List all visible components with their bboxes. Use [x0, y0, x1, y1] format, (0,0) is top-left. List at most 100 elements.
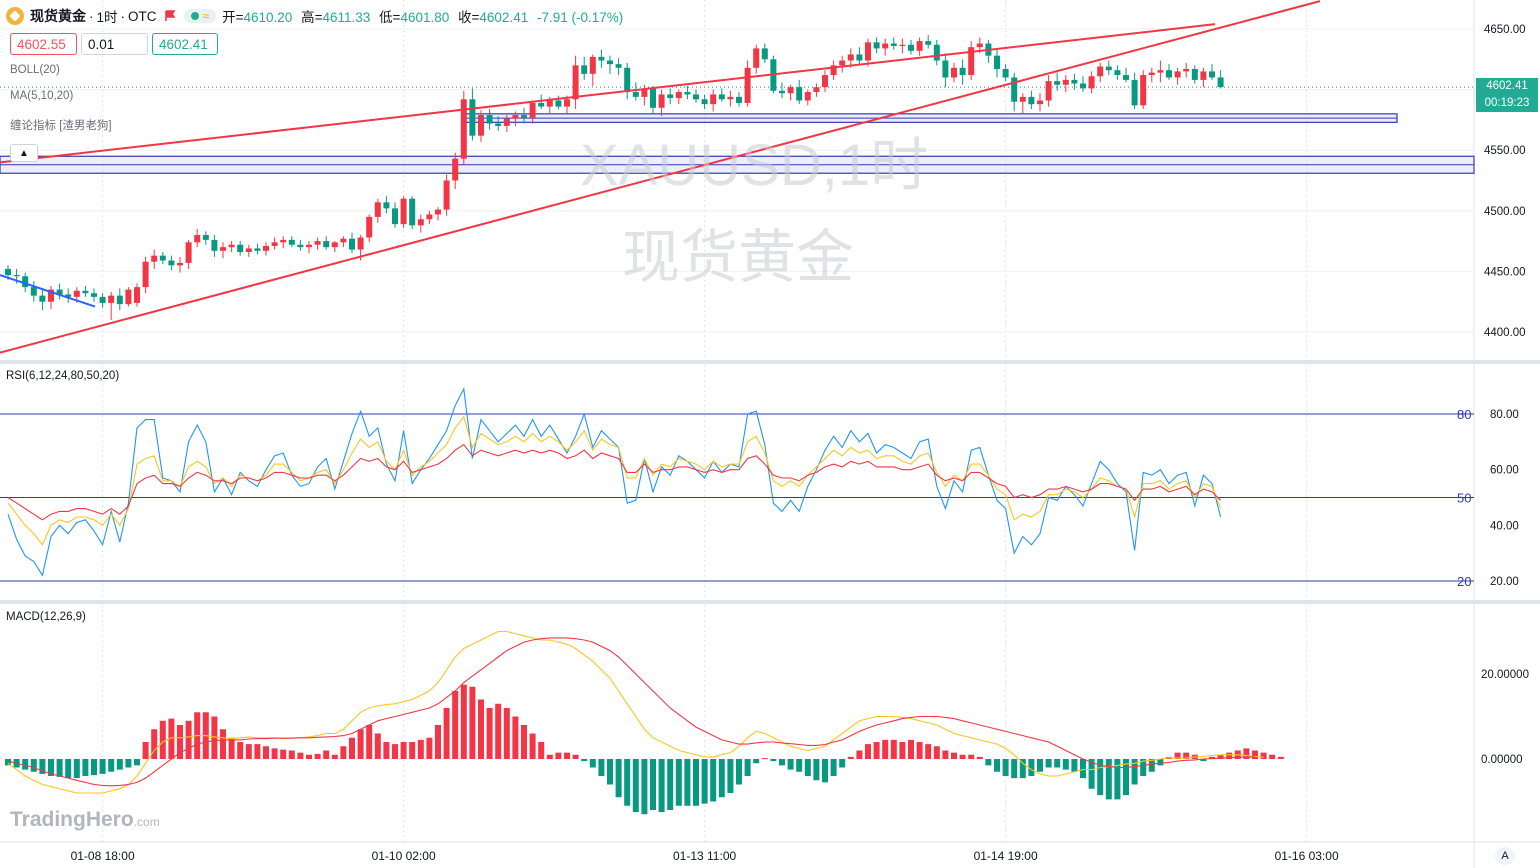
macd-histogram-bar [1088, 759, 1095, 789]
stroke-segment[interactable] [0, 274, 96, 308]
macd-histogram-bar [753, 759, 760, 764]
trend-line[interactable] [0, 0, 1321, 354]
auto-scale-button[interactable]: A [1495, 847, 1515, 865]
macd-histogram-bar [968, 754, 975, 759]
watermark-symbol: XAUUSD,1时 [580, 133, 929, 198]
open-value: 4610.20 [243, 10, 293, 25]
macd-histogram-bar [383, 742, 390, 759]
candle-body [452, 158, 459, 181]
market-status-pill[interactable]: ≈ [183, 9, 217, 23]
candle-body [890, 43, 897, 46]
macd-histogram-bar [650, 759, 656, 810]
macd-histogram-bar [710, 759, 717, 802]
rsi-level-label: 80 [1457, 407, 1471, 422]
candle-body [142, 261, 149, 288]
macd-histogram-bar [796, 759, 803, 772]
candle-body [1088, 76, 1095, 89]
candle-body [357, 237, 364, 250]
candle-body [796, 87, 803, 101]
price-tick-label: 4450.00 [1484, 266, 1526, 278]
chanlun-indicator-label[interactable]: 缠论指标 [渣男老狗] [10, 120, 112, 132]
macd-histogram-bar [598, 759, 605, 776]
macd-histogram-bar [1260, 752, 1267, 759]
macd-histogram-bar [211, 716, 218, 759]
candle-body [512, 115, 519, 119]
candle-body [417, 219, 424, 226]
candle-body [839, 60, 846, 66]
candle-body [91, 293, 97, 297]
macd-histogram-bar [925, 744, 932, 759]
macd-histogram-bar [994, 759, 1000, 772]
candle-body [779, 90, 785, 94]
wave-icon: ≈ [202, 9, 210, 23]
candle-body [1157, 70, 1164, 73]
macd-histogram-bar [159, 720, 166, 759]
candle-body [228, 244, 235, 248]
candle-body [495, 123, 502, 126]
candle-body [1209, 71, 1215, 78]
candle-body [22, 276, 29, 288]
candle-body [615, 64, 622, 68]
macd-line-dif [7, 630, 1264, 794]
symbol-title[interactable]: 现货黄金 [30, 8, 86, 24]
candle-body [134, 287, 140, 303]
candle-body [632, 92, 639, 97]
boll-indicator-label[interactable]: BOLL(20) [10, 64, 60, 76]
macd-indicator-label[interactable]: MACD(12,26,9) [6, 611, 86, 623]
macd-histogram-bar [48, 759, 54, 776]
pane-separator[interactable] [0, 600, 1540, 604]
candle-body [263, 245, 269, 251]
candle-body [194, 235, 201, 243]
macd-histogram-bar [1062, 759, 1069, 770]
flag-icon[interactable] [164, 10, 176, 22]
macd-histogram-bar [116, 759, 123, 770]
candle-body [5, 268, 11, 276]
candle-body [572, 65, 579, 100]
candle-body [383, 202, 390, 209]
candle-body [701, 99, 708, 105]
collapse-legend-button[interactable]: ▲ [10, 144, 38, 162]
macd-histogram-bar [331, 754, 338, 759]
buy-button[interactable]: 4602.41 [152, 33, 218, 55]
macd-histogram-bar [1114, 759, 1121, 800]
macd-histogram-bar [933, 746, 940, 759]
candle-body [994, 55, 1000, 69]
macd-histogram-bar [985, 759, 992, 766]
macd-histogram-bar [1037, 759, 1043, 772]
quantity-input[interactable]: 0.01 [81, 33, 148, 55]
macd-histogram-bar [521, 725, 527, 759]
rsi-indicator-label[interactable]: RSI(6,12,24,80,50,20) [6, 370, 120, 382]
trend-line[interactable] [0, 23, 1216, 164]
macd-histogram-bar [512, 716, 519, 759]
candle-body [1131, 79, 1138, 106]
macd-histogram-bar [658, 759, 665, 813]
macd-histogram-bar [39, 759, 46, 774]
candle-body [366, 216, 373, 238]
macd-histogram-bar [813, 759, 820, 781]
interval-label[interactable]: 1时 [96, 10, 118, 25]
macd-histogram-bar [529, 733, 536, 759]
macd-histogram-bar [263, 746, 269, 759]
candle-body [546, 100, 553, 107]
macd-histogram-bar [736, 759, 742, 785]
macd-histogram-bar [572, 754, 579, 759]
sell-button[interactable]: 4602.55 [10, 33, 77, 55]
ma-indicator-label[interactable]: MA(5,10,20) [10, 90, 74, 102]
candle-body [744, 67, 751, 103]
rsi-tick-label: 80.00 [1490, 409, 1519, 421]
macd-histogram-bar [280, 749, 287, 759]
macd-histogram-bar [744, 759, 751, 776]
candle-body [1037, 100, 1043, 105]
macd-histogram-bar [125, 759, 132, 768]
trend-lines[interactable] [0, 0, 1321, 354]
bar-countdown: 00:19:23 [1476, 95, 1538, 112]
macd-histogram-bar [452, 691, 459, 759]
macd-histogram-bar [615, 759, 622, 798]
candle-body [374, 202, 381, 217]
candle-body [65, 294, 72, 297]
pane-separator[interactable] [0, 360, 1540, 364]
candle-body [1174, 71, 1181, 78]
candle-body [82, 290, 89, 294]
